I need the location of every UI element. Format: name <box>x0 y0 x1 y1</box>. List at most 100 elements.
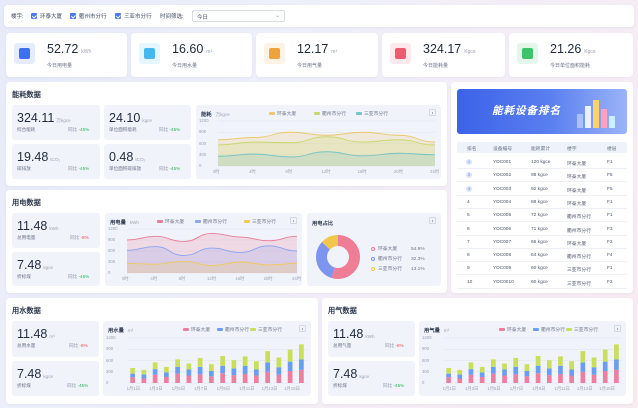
download-icon[interactable] <box>429 217 436 224</box>
table-row[interactable]: 7 YDC007 66 kgce 环泰大厦 F2 <box>457 237 627 249</box>
energy-stat-2: 24.10 kgce 单位面积能耗 同比 -45% <box>104 105 191 140</box>
table-cell: 10 <box>467 279 473 285</box>
table-row[interactable]: 2 YDC002 98 kgce 环泰大厦 F5 <box>457 170 627 183</box>
chart-plot <box>217 120 436 167</box>
table-cell: 三亚市分行 <box>567 268 591 274</box>
y-tick-label: 1200 <box>199 118 209 123</box>
y-tick-label: 600 <box>199 140 207 146</box>
chart-title: 用气量 m³ <box>424 326 449 334</box>
rank-badge: 2 <box>466 172 472 179</box>
download-icon[interactable] <box>299 325 306 332</box>
x-tick-label: 1月13日 <box>261 386 278 391</box>
time-select[interactable]: 今日 ⌄ <box>192 10 285 22</box>
table-cell: YDC001 <box>493 160 512 165</box>
chevron-down-icon: ⌄ <box>274 13 280 19</box>
share-legend-item[interactable]: 衢州市分行 32.3% <box>371 255 425 262</box>
checkbox-label-building-1[interactable]: 环泰大厦 <box>40 14 63 20</box>
y-tick-label: 900 <box>106 346 114 352</box>
download-icon[interactable] <box>429 109 436 116</box>
table-row[interactable]: 8 YDC008 64 kgce 衢州市分行 F4 <box>457 250 627 263</box>
table-cell: 衢州市分行 <box>567 255 591 261</box>
bar-segment <box>231 368 237 376</box>
legend-item[interactable]: 三亚市分行 <box>356 110 388 117</box>
lightning-icon <box>14 43 35 64</box>
y-tick-label: 900 <box>108 237 116 242</box>
table-cell: F2 <box>607 239 613 245</box>
chart-title-text: 用电量 <box>110 220 126 226</box>
legend-item[interactable]: 环泰大厦 <box>183 326 210 333</box>
download-icon[interactable] <box>614 325 621 332</box>
legend-item[interactable]: 三亚市分行 <box>250 326 282 333</box>
water-stat-1: 11.48 m³ 总用水量 同比 -8% <box>12 321 99 357</box>
x-tick-label: 1月9日 <box>216 386 230 391</box>
kpi-card-3: 12.17 m³ 今日用气量 <box>256 33 378 77</box>
bar-segment <box>614 344 619 360</box>
download-icon[interactable] <box>290 217 297 224</box>
bar-segment <box>141 374 147 379</box>
share-legend-item[interactable]: 环泰大厦 54.9% <box>371 245 425 252</box>
bar-segment <box>457 378 463 383</box>
bar-segment <box>580 371 586 383</box>
bar-segment <box>524 364 530 371</box>
bar-segment <box>446 377 451 383</box>
kpi-label: 今日用电量 <box>47 63 73 69</box>
area-icon-glyph <box>522 48 533 59</box>
stat-trend: 同比 -45% <box>68 166 90 171</box>
legend-item[interactable]: 环泰大厦 <box>269 110 296 117</box>
checkbox-label-building-2[interactable]: 衢州市分行 <box>79 14 107 20</box>
stat-label: 单位面积碳排放 <box>109 166 142 171</box>
stat-value: 7.48 <box>17 258 42 272</box>
stat-trend: 同比 -8% <box>385 343 404 348</box>
rank-badge: 3 <box>466 185 472 192</box>
share-name: 衢州市分行 <box>378 257 402 262</box>
bar-segment <box>242 365 248 374</box>
legend-item[interactable]: 衢州市分行 <box>314 110 346 117</box>
water-stat-2: 7.48 kgce 折标煤 同比 -45% <box>12 361 99 396</box>
table-cell: 环泰大厦 <box>567 188 587 194</box>
table-row[interactable]: 4 YDC004 88 kgce 环泰大厦 F1 <box>457 197 627 209</box>
legend-item[interactable]: 三亚市分行 <box>566 326 598 333</box>
legend-item[interactable]: 环泰大厦 <box>157 218 184 225</box>
share-legend-item[interactable]: 三亚市分行 13.1% <box>371 265 425 272</box>
table-cell: F2 <box>607 279 613 285</box>
stat-value: 324.11 <box>17 111 55 125</box>
legend-swatch <box>499 328 505 332</box>
bar-segment <box>299 369 304 383</box>
bar-segment <box>152 369 158 375</box>
table-cell: 60 kgce <box>531 266 548 272</box>
bar-segment <box>457 374 463 379</box>
table-row[interactable]: 6 YDC006 71 kgce 衢州市分行 F3 <box>457 224 627 236</box>
kpi-value: 16.60 <box>172 42 204 56</box>
x-tick-label: 1月1日 <box>442 386 456 391</box>
legend-item[interactable]: 衢州市分行 <box>533 326 565 333</box>
stat-value: 7.48 <box>17 367 42 381</box>
donut-slice-1 <box>331 235 360 279</box>
legend-item[interactable]: 三亚市分行 <box>244 218 276 225</box>
energy-stat-4: 0.48 tCO₂ 单位面积碳排放 同比 -45% <box>104 144 191 179</box>
table-row[interactable]: 3 YDC003 92 kgce 环泰大厦 F5 <box>457 184 627 196</box>
checkbox-building-3[interactable] <box>115 13 121 19</box>
table-cell: 64 kgce <box>531 253 548 259</box>
legend-label: 三亚市分行 <box>252 220 276 225</box>
table-row[interactable]: 9 YDC009 60 kgce 三亚市分行 F1 <box>457 263 627 276</box>
bar-segment <box>209 364 214 371</box>
legend-item[interactable]: 衢州市分行 <box>217 326 249 333</box>
legend-item[interactable]: 环泰大厦 <box>499 326 526 333</box>
energy-card: 能耗数据 324.11 万kgce 综合能耗 同比 -45% 24.10 kgce … <box>6 82 447 186</box>
checkbox-building-1[interactable] <box>31 13 37 19</box>
checkbox-building-2[interactable] <box>70 13 76 19</box>
x-tick-label: 0时 <box>213 169 220 174</box>
bar-segment <box>287 361 293 371</box>
table-row[interactable]: 5 YDC005 72 kgce 衢州市分行 F1 <box>457 210 627 223</box>
y-tick-label: 300 <box>199 151 207 157</box>
stat-value: 11.48 <box>17 327 48 341</box>
share-name: 环泰大厦 <box>378 247 398 252</box>
table-row[interactable]: 10 YDC0010 60 kgce 三亚市分行 F2 <box>457 277 627 289</box>
legend-item[interactable]: 衢州市分行 <box>195 218 227 225</box>
chart-unit: kWh <box>129 220 139 225</box>
table-cell: 98 kgce <box>531 173 548 179</box>
bar-segment <box>242 374 248 383</box>
checkbox-label-building-3[interactable]: 三亚市分行 <box>124 14 152 20</box>
table-row[interactable]: 1 YDC001 120 kgce 环泰大厦 F1 <box>457 157 627 169</box>
series-line-2 <box>217 136 436 146</box>
